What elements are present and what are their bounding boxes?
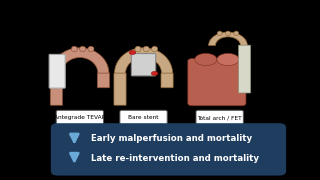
- Ellipse shape: [143, 46, 149, 52]
- FancyBboxPatch shape: [97, 73, 109, 88]
- Circle shape: [151, 71, 158, 76]
- Ellipse shape: [152, 46, 158, 52]
- FancyBboxPatch shape: [51, 123, 286, 176]
- Text: Late re-intervention and mortality: Late re-intervention and mortality: [91, 154, 259, 163]
- Ellipse shape: [217, 31, 222, 35]
- Ellipse shape: [226, 31, 230, 35]
- FancyBboxPatch shape: [132, 53, 156, 76]
- Text: Early malperfusion and mortality: Early malperfusion and mortality: [91, 134, 252, 143]
- Text: Extended arch repair: Extended arch repair: [73, 9, 239, 23]
- FancyBboxPatch shape: [120, 110, 167, 126]
- FancyBboxPatch shape: [188, 59, 246, 106]
- Ellipse shape: [88, 46, 94, 52]
- Ellipse shape: [195, 53, 217, 66]
- Ellipse shape: [80, 46, 86, 52]
- Text: Bare stent: Bare stent: [128, 115, 159, 120]
- Text: Antegrade TEVAR: Antegrade TEVAR: [54, 115, 106, 120]
- FancyBboxPatch shape: [50, 73, 62, 105]
- Ellipse shape: [71, 46, 77, 52]
- Text: Total arch / FET: Total arch / FET: [197, 115, 242, 120]
- FancyBboxPatch shape: [56, 110, 104, 126]
- FancyBboxPatch shape: [238, 45, 251, 93]
- FancyBboxPatch shape: [114, 73, 126, 105]
- Polygon shape: [51, 48, 109, 73]
- Polygon shape: [209, 32, 247, 46]
- Ellipse shape: [135, 46, 141, 52]
- Ellipse shape: [217, 53, 239, 66]
- FancyBboxPatch shape: [49, 54, 65, 88]
- Polygon shape: [115, 48, 172, 73]
- Ellipse shape: [234, 31, 239, 35]
- FancyBboxPatch shape: [196, 110, 243, 126]
- FancyBboxPatch shape: [161, 73, 173, 88]
- Circle shape: [129, 50, 136, 55]
